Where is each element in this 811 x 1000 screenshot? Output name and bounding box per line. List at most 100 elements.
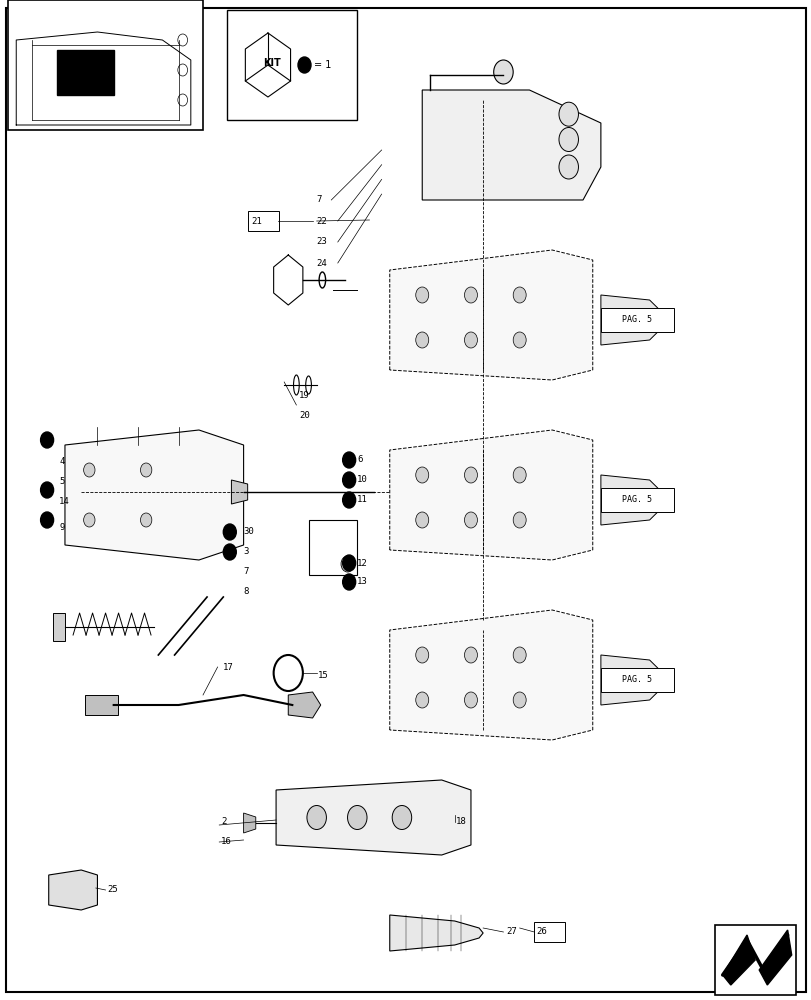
Circle shape — [464, 287, 477, 303]
Text: 25: 25 — [107, 886, 118, 894]
Circle shape — [84, 463, 95, 477]
Ellipse shape — [658, 672, 664, 688]
Polygon shape — [758, 930, 791, 985]
Circle shape — [493, 60, 513, 84]
Circle shape — [342, 555, 355, 571]
Polygon shape — [85, 695, 118, 715]
Text: 11: 11 — [357, 495, 367, 504]
Circle shape — [415, 512, 428, 528]
Circle shape — [41, 432, 54, 448]
Circle shape — [558, 127, 577, 151]
Polygon shape — [389, 430, 592, 560]
Circle shape — [415, 647, 428, 663]
Circle shape — [342, 452, 355, 468]
Circle shape — [140, 513, 152, 527]
Bar — [714, 925, 795, 995]
Text: 15: 15 — [318, 670, 328, 680]
Bar — [534, 922, 564, 942]
Circle shape — [464, 332, 477, 348]
Text: PAG. 5: PAG. 5 — [622, 676, 651, 684]
Text: 18: 18 — [456, 818, 466, 826]
Circle shape — [307, 806, 326, 830]
Polygon shape — [600, 655, 661, 705]
Text: 13: 13 — [357, 578, 367, 586]
Text: 3: 3 — [243, 548, 249, 556]
Circle shape — [341, 556, 354, 572]
Text: 17: 17 — [223, 662, 234, 672]
Text: 27: 27 — [505, 928, 516, 936]
Text: 4: 4 — [59, 458, 65, 466]
Bar — [227, 10, 357, 120]
Polygon shape — [389, 610, 592, 740]
Circle shape — [513, 332, 526, 348]
Circle shape — [513, 467, 526, 483]
Text: 24: 24 — [316, 258, 327, 267]
Bar — [247, 211, 278, 231]
Circle shape — [464, 467, 477, 483]
Text: 5: 5 — [59, 478, 65, 487]
Ellipse shape — [658, 312, 664, 328]
Circle shape — [513, 287, 526, 303]
Text: 30: 30 — [243, 528, 254, 536]
Circle shape — [298, 57, 311, 73]
Text: 20: 20 — [298, 410, 309, 420]
Ellipse shape — [658, 492, 664, 508]
Polygon shape — [276, 780, 470, 855]
Circle shape — [464, 692, 477, 708]
Text: 6: 6 — [357, 456, 363, 464]
Polygon shape — [389, 915, 483, 951]
Polygon shape — [389, 250, 592, 380]
Text: 19: 19 — [298, 390, 309, 399]
Polygon shape — [600, 295, 661, 345]
Circle shape — [415, 332, 428, 348]
Circle shape — [558, 155, 577, 179]
Circle shape — [84, 513, 95, 527]
Circle shape — [392, 806, 411, 830]
Polygon shape — [722, 935, 754, 985]
Polygon shape — [57, 50, 114, 95]
Text: 16: 16 — [221, 838, 231, 846]
Bar — [308, 520, 357, 575]
Text: 10: 10 — [357, 476, 367, 485]
Polygon shape — [600, 475, 661, 525]
Text: 14: 14 — [59, 497, 70, 506]
Circle shape — [41, 512, 54, 528]
Text: 26: 26 — [536, 928, 547, 936]
Circle shape — [342, 492, 355, 508]
Text: 7: 7 — [243, 568, 249, 576]
Polygon shape — [422, 90, 600, 200]
Circle shape — [41, 482, 54, 498]
Circle shape — [223, 544, 236, 560]
Text: 12: 12 — [357, 558, 367, 568]
Bar — [8, 0, 203, 130]
Polygon shape — [243, 813, 255, 833]
Circle shape — [464, 512, 477, 528]
Text: 7: 7 — [316, 196, 322, 205]
Polygon shape — [49, 870, 97, 910]
Circle shape — [513, 512, 526, 528]
Text: 9: 9 — [59, 524, 65, 532]
Text: 2: 2 — [221, 818, 226, 826]
Circle shape — [415, 467, 428, 483]
Circle shape — [464, 647, 477, 663]
Circle shape — [415, 287, 428, 303]
Polygon shape — [65, 430, 243, 560]
Bar — [600, 488, 673, 512]
Polygon shape — [53, 613, 65, 641]
Circle shape — [347, 806, 367, 830]
Circle shape — [513, 692, 526, 708]
Text: = 1: = 1 — [314, 60, 331, 70]
Circle shape — [342, 574, 355, 590]
Circle shape — [140, 463, 152, 477]
Circle shape — [223, 524, 236, 540]
Text: 23: 23 — [316, 237, 327, 246]
Bar — [600, 308, 673, 332]
Circle shape — [513, 647, 526, 663]
Polygon shape — [288, 692, 320, 718]
Bar — [600, 668, 673, 692]
Text: PAG. 5: PAG. 5 — [622, 316, 651, 324]
Text: 8: 8 — [243, 587, 249, 596]
Text: KIT: KIT — [263, 58, 281, 68]
Text: PAG. 5: PAG. 5 — [622, 495, 651, 504]
Text: 21: 21 — [251, 217, 261, 226]
